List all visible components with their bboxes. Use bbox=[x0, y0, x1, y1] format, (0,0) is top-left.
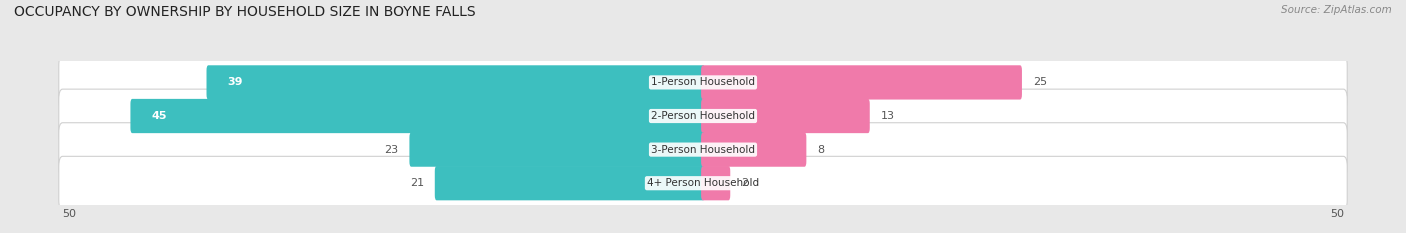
FancyBboxPatch shape bbox=[59, 123, 1347, 176]
Text: Source: ZipAtlas.com: Source: ZipAtlas.com bbox=[1281, 5, 1392, 15]
FancyBboxPatch shape bbox=[59, 89, 1347, 143]
Text: 2-Person Household: 2-Person Household bbox=[651, 111, 755, 121]
FancyBboxPatch shape bbox=[59, 55, 1347, 109]
FancyBboxPatch shape bbox=[702, 166, 730, 200]
FancyBboxPatch shape bbox=[207, 65, 704, 99]
FancyBboxPatch shape bbox=[702, 133, 807, 167]
FancyBboxPatch shape bbox=[702, 99, 870, 133]
Text: 23: 23 bbox=[384, 145, 399, 155]
Text: OCCUPANCY BY OWNERSHIP BY HOUSEHOLD SIZE IN BOYNE FALLS: OCCUPANCY BY OWNERSHIP BY HOUSEHOLD SIZE… bbox=[14, 5, 475, 19]
Text: 4+ Person Household: 4+ Person Household bbox=[647, 178, 759, 188]
FancyBboxPatch shape bbox=[59, 156, 1347, 210]
Text: 21: 21 bbox=[411, 178, 425, 188]
FancyBboxPatch shape bbox=[434, 166, 704, 200]
Text: 39: 39 bbox=[228, 77, 243, 87]
FancyBboxPatch shape bbox=[409, 133, 704, 167]
Text: 13: 13 bbox=[880, 111, 894, 121]
Text: 3-Person Household: 3-Person Household bbox=[651, 145, 755, 155]
FancyBboxPatch shape bbox=[702, 65, 1022, 99]
Text: 45: 45 bbox=[152, 111, 167, 121]
Text: 8: 8 bbox=[817, 145, 824, 155]
Text: 1-Person Household: 1-Person Household bbox=[651, 77, 755, 87]
Text: 25: 25 bbox=[1033, 77, 1047, 87]
FancyBboxPatch shape bbox=[131, 99, 704, 133]
Text: 2: 2 bbox=[741, 178, 748, 188]
